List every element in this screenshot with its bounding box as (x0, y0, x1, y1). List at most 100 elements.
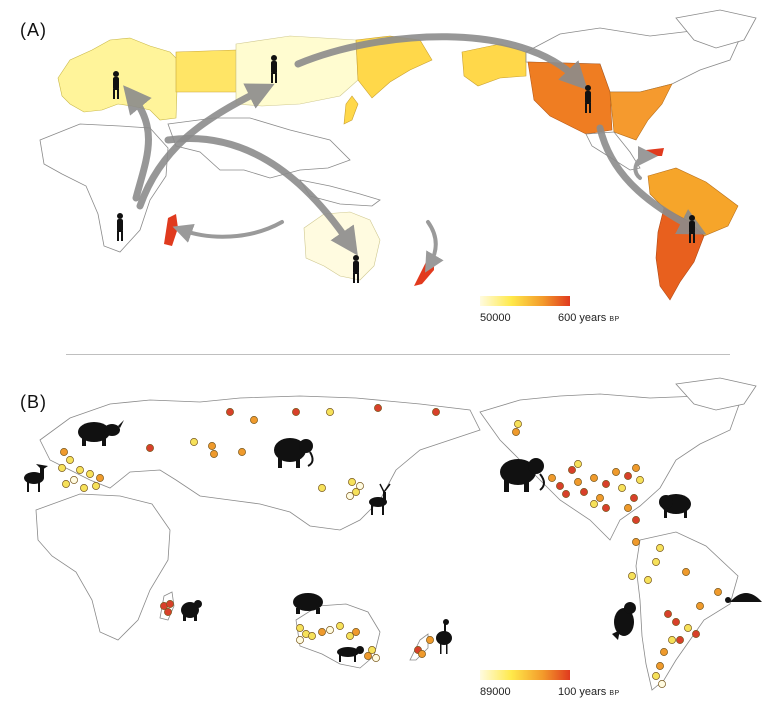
arrow-asia-australia (164, 135, 358, 256)
arrow-africa-europe (123, 85, 152, 202)
fossil-site-marker (250, 416, 258, 424)
b-africa (35, 493, 171, 641)
fossil-site-marker (628, 572, 636, 580)
thylacine-silhouette (337, 646, 364, 662)
panel-divider (66, 354, 730, 355)
fossil-site-marker (652, 558, 660, 566)
fossil-site-marker (208, 442, 216, 450)
fossil-site-marker (62, 480, 70, 488)
fossil-site-marker (668, 636, 676, 644)
fossil-site-marker (166, 600, 174, 608)
mammoth-silhouette-america (500, 458, 545, 492)
panel-a-map (39, 9, 757, 306)
fossil-site-marker (602, 480, 610, 488)
legend-a-max-label: 600 years BP (558, 312, 620, 324)
rhino-silhouette (78, 420, 124, 446)
region-south-asia (167, 117, 351, 179)
region-australia (303, 211, 381, 281)
fossil-site-marker (326, 626, 334, 634)
diprotodon-silhouette (293, 593, 323, 614)
arrow-to-madagascar (172, 220, 284, 243)
fossil-site-marker (146, 444, 154, 452)
b-greenland (675, 377, 757, 411)
fossil-site-marker (556, 482, 564, 490)
fossil-site-marker (296, 624, 304, 632)
fossil-site-marker (368, 646, 376, 654)
fossil-site-marker (364, 652, 372, 660)
arrow-to-new-zealand (425, 220, 444, 273)
human-silhouette-siberia (271, 55, 277, 83)
bison-silhouette (659, 494, 691, 518)
moa-silhouette (436, 619, 452, 654)
fossil-site-marker (432, 408, 440, 416)
panel-b-label: (B) (20, 392, 47, 412)
fossil-site-marker (568, 466, 576, 474)
fossil-site-marker (92, 482, 100, 490)
region-madagascar (164, 214, 178, 246)
fossil-site-marker (356, 482, 364, 490)
fossil-site-marker (426, 636, 434, 644)
fossil-site-marker (164, 608, 172, 616)
fossil-site-marker (226, 408, 234, 416)
fossil-site-marker (372, 654, 380, 662)
legend-a-min-label: 50000 (480, 312, 511, 324)
fossil-site-marker (590, 500, 598, 508)
b-south-america (635, 531, 739, 691)
panel-a-label: (A) (20, 20, 47, 40)
fossil-site-marker (80, 484, 88, 492)
fossil-site-marker (70, 476, 78, 484)
human-silhouette-europe (113, 71, 119, 99)
fossil-site-marker (664, 610, 672, 618)
fossil-site-marker (656, 662, 664, 670)
fossil-site-marker (630, 494, 638, 502)
fossil-site-marker (292, 408, 300, 416)
fossil-site-marker (632, 516, 640, 524)
fossil-site-marker (96, 474, 104, 482)
region-south-america (647, 167, 739, 237)
region-russia-west (175, 49, 237, 93)
legend-b-max-value: 100 years (558, 686, 607, 698)
fossil-site-marker (618, 484, 626, 492)
arrow-north-south-america (596, 124, 707, 235)
fossil-site-marker (696, 602, 704, 610)
fossil-site-marker (60, 448, 68, 456)
region-greenland (675, 9, 757, 49)
fossil-site-marker (318, 628, 326, 636)
fossil-site-marker (76, 466, 84, 474)
fossil-site-marker (374, 404, 382, 412)
legend-b-gradient (480, 670, 570, 680)
fossil-site-marker (636, 476, 644, 484)
lemur-silhouette (181, 600, 202, 621)
fossil-site-marker (308, 632, 316, 640)
fossil-site-marker (660, 648, 668, 656)
fossil-site-marker (684, 624, 692, 632)
legend-b-max-label: 100 years BP (558, 686, 620, 698)
fossil-site-marker (574, 460, 582, 468)
panel-b-map (24, 377, 762, 691)
fossil-site-marker (336, 622, 344, 630)
mammoth-silhouette (274, 438, 314, 468)
fossil-site-marker (58, 464, 66, 472)
fossil-site-marker (548, 474, 556, 482)
legend-a-max-value: 600 years (558, 312, 607, 324)
fossil-site-marker (352, 628, 360, 636)
region-alaska (461, 43, 527, 87)
fossil-site-marker (676, 636, 684, 644)
fossil-site-marker (66, 456, 74, 464)
fossil-site-marker (348, 478, 356, 486)
fossil-site-marker (210, 450, 218, 458)
fossil-site-marker (190, 438, 198, 446)
fossil-site-marker (624, 472, 632, 480)
fossil-site-marker (346, 632, 354, 640)
fossil-site-marker (352, 488, 360, 496)
human-silhouette-australia (353, 255, 359, 283)
fossil-site-marker (318, 484, 326, 492)
fossil-site-marker (692, 630, 700, 638)
region-japan (343, 95, 359, 125)
fossil-site-marker (580, 488, 588, 496)
fossil-site-marker (296, 636, 304, 644)
legend-b-unit: BP (609, 690, 620, 697)
fossil-site-marker (612, 468, 620, 476)
deer-silhouette (369, 483, 391, 515)
